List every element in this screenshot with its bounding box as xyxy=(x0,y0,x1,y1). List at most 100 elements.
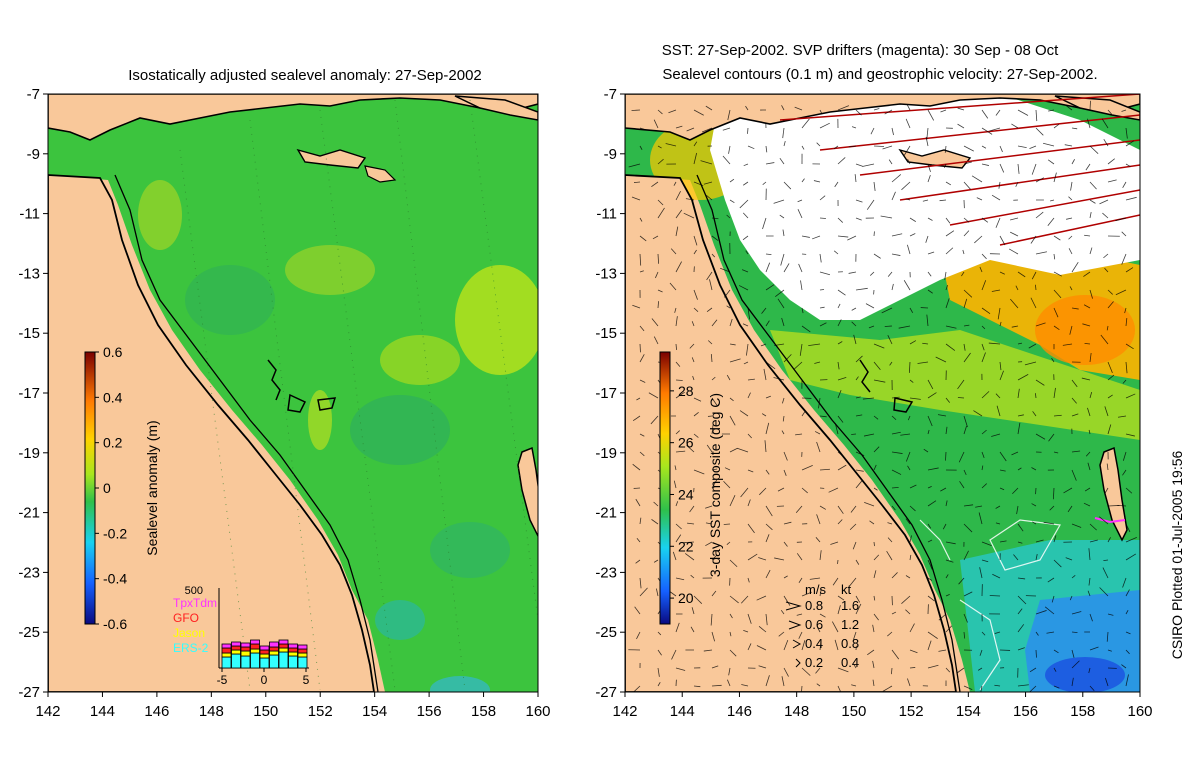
velocity-arrow xyxy=(855,603,862,615)
velocity-arrow xyxy=(999,361,1002,371)
velocity-arrow xyxy=(1017,271,1026,278)
velocity-arrow xyxy=(855,559,860,565)
colorbar-tick-label: 0.4 xyxy=(103,389,123,405)
x-tick-label: 156 xyxy=(417,703,442,720)
velocity-arrow xyxy=(675,577,685,581)
velocity-arrow xyxy=(669,282,677,291)
velocity-arrow xyxy=(814,361,821,364)
velocity-arrow xyxy=(945,541,956,545)
velocity-arrow xyxy=(1087,118,1091,129)
velocity-arrow xyxy=(798,577,803,583)
velocity-arrow xyxy=(927,271,932,277)
velocity-arrow xyxy=(909,397,921,400)
velocity-arrow xyxy=(729,613,733,619)
y-tick-label: -23 xyxy=(18,564,40,581)
velocity-arrow xyxy=(945,625,953,633)
velocity-arrow xyxy=(747,307,751,320)
velocity-arrow xyxy=(855,469,864,472)
velocity-arrow xyxy=(837,389,842,399)
velocity-arrow xyxy=(1049,505,1055,511)
velocity-arrow xyxy=(711,217,719,220)
velocity-arrow xyxy=(798,631,803,639)
velocity-arrow xyxy=(801,640,806,651)
velocity-arrow xyxy=(926,314,929,327)
velocity-arrow xyxy=(1122,379,1127,384)
velocity-arrow xyxy=(819,289,825,291)
velocity-arrow xyxy=(1063,487,1073,494)
velocity-arrow xyxy=(1035,211,1044,219)
velocity-arrow xyxy=(999,451,1007,462)
velocity-arrow xyxy=(907,678,911,687)
velocity-arrow xyxy=(758,557,767,561)
y-tick-label: -21 xyxy=(18,505,40,522)
velocity-arrow xyxy=(675,361,681,367)
velocity-arrow xyxy=(726,374,731,381)
velocity-arrow xyxy=(675,209,683,219)
velocity-arrow xyxy=(705,105,713,111)
velocity-arrow xyxy=(945,426,948,435)
velocity-arrow xyxy=(945,325,957,329)
velocity-arrow xyxy=(905,451,911,462)
velocity-arrow xyxy=(945,285,948,291)
velocity-arrow xyxy=(631,196,641,201)
velocity-arrow xyxy=(855,355,863,363)
velocity-arrow xyxy=(741,684,749,687)
velocity-arrow xyxy=(927,486,932,489)
new-britain-island xyxy=(1054,95,1140,121)
velocity-arrow xyxy=(1071,261,1079,273)
colorbar-tick-label: -0.2 xyxy=(103,525,127,541)
inset-bar-segment xyxy=(288,651,298,657)
velocity-arrow xyxy=(1071,574,1076,579)
velocity-arrow xyxy=(837,157,846,165)
sla-low-patch xyxy=(375,600,425,640)
velocity-arrow xyxy=(1071,159,1075,165)
velocity-arrow xyxy=(639,517,642,525)
velocity-arrow xyxy=(657,199,664,206)
velocity-arrow xyxy=(1017,342,1023,345)
velocity-arrow xyxy=(945,667,951,673)
y-tick-label: -19 xyxy=(595,445,617,462)
y-tick-label: -21 xyxy=(595,505,617,522)
velocity-arrow xyxy=(1106,325,1109,331)
velocity-arrow xyxy=(778,631,785,637)
velocity-arrow xyxy=(740,487,749,498)
velocity-arrow xyxy=(1084,343,1091,345)
velocity-arrow xyxy=(855,217,862,221)
velocity-arrow xyxy=(765,361,776,370)
velocity-arrow xyxy=(1083,304,1091,309)
velocity-arrow xyxy=(1017,109,1029,116)
velocity-arrow xyxy=(691,357,695,363)
velocity-arrow xyxy=(909,233,916,237)
velocity-arrow xyxy=(639,451,645,457)
velocity-arrow xyxy=(675,622,680,633)
velocity-arrow xyxy=(801,591,812,597)
velocity-arrow xyxy=(1125,343,1134,350)
velocity-arrow xyxy=(1082,323,1091,327)
velocity-arrow xyxy=(837,235,849,238)
velocity-arrow xyxy=(711,397,718,406)
coral-sea-reef xyxy=(859,359,871,393)
velocity-arrow xyxy=(711,468,718,471)
inset-bar-segment xyxy=(288,647,298,653)
velocity-arrow xyxy=(1031,271,1037,280)
x-tick-label: 160 xyxy=(1127,703,1152,720)
velocity-arrow xyxy=(855,479,863,489)
velocity-arrow xyxy=(925,235,929,243)
velocity-arrow xyxy=(1053,307,1059,318)
velocity-arrow xyxy=(690,574,695,579)
velocity-arrow xyxy=(862,397,875,400)
velocity-arrow xyxy=(884,325,893,327)
velocity-arrow xyxy=(693,181,704,187)
velocity-arrow xyxy=(887,631,893,637)
velocity-arrow xyxy=(775,289,785,297)
velocity-arrow xyxy=(937,414,947,417)
velocity-arrow xyxy=(758,626,767,633)
velocity-arrow xyxy=(1009,231,1019,237)
velocity-arrow xyxy=(783,575,788,579)
velocity-arrow xyxy=(981,352,986,363)
velocity-arrow xyxy=(1035,610,1047,615)
velocity-arrow xyxy=(777,298,785,309)
velocity-arrow xyxy=(1089,352,1092,363)
velocity-arrow xyxy=(909,623,915,633)
velocity-arrow xyxy=(1088,429,1091,435)
